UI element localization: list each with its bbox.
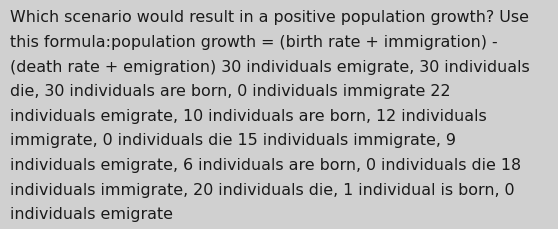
Text: individuals immigrate, 20 individuals die, 1 individual is born, 0: individuals immigrate, 20 individuals di…	[10, 182, 514, 197]
Text: Which scenario would result in a positive population growth? Use: Which scenario would result in a positiv…	[10, 10, 529, 25]
Text: (death rate + emigration) 30 individuals emigrate, 30 individuals: (death rate + emigration) 30 individuals…	[10, 59, 530, 74]
Text: individuals emigrate, 6 individuals are born, 0 individuals die 18: individuals emigrate, 6 individuals are …	[10, 157, 521, 172]
Text: individuals emigrate, 10 individuals are born, 12 individuals: individuals emigrate, 10 individuals are…	[10, 108, 487, 123]
Text: immigrate, 0 individuals die 15 individuals immigrate, 9: immigrate, 0 individuals die 15 individu…	[10, 133, 456, 148]
Text: die, 30 individuals are born, 0 individuals immigrate 22: die, 30 individuals are born, 0 individu…	[10, 84, 451, 99]
Text: individuals emigrate: individuals emigrate	[10, 206, 173, 221]
Text: this formula:population growth = (birth rate + immigration) -: this formula:population growth = (birth …	[10, 35, 498, 50]
